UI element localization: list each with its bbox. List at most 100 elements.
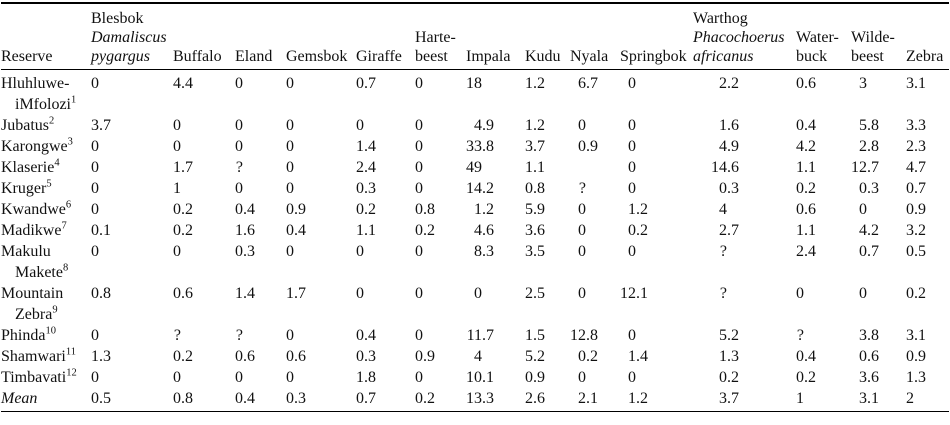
value-cell-hartebeest: 0 <box>415 117 423 134</box>
value-cell-impala: 13.3 <box>466 390 494 407</box>
column-species-name: Phacochoerus africanus <box>693 29 785 65</box>
value-cell-wildebeest: 3 <box>859 75 867 92</box>
column-header-reserve: Reserve <box>1 3 91 70</box>
value-cell-blesbok: 0 <box>91 138 99 155</box>
value-cell-buffalo: 0 <box>173 138 181 155</box>
table-row: Timbavati12 0 0 0 0 1.8 0 10.1 0.9 0 0 0.2 0.2 3.6 1.3 <box>1 367 949 388</box>
value-cell-giraffe: 0.3 <box>356 348 376 365</box>
value-cell-giraffe: 0.2 <box>356 201 376 218</box>
value-cell-impala: 14.2 <box>466 180 494 197</box>
reserve-name: Makulu Makete8 <box>1 243 69 281</box>
value-cell-springbok: 1.4 <box>628 348 648 365</box>
value-cell-nyala: 0 <box>578 117 586 134</box>
value-cell-nyala: 0 <box>578 201 586 218</box>
value-cell-hartebeest: 0 <box>415 327 423 344</box>
value-cell-hartebeest: 0.8 <box>415 201 435 218</box>
reserve-footnote-marker: 2 <box>49 115 55 127</box>
value-cell-wildebeest: 0 <box>859 201 867 218</box>
column-label: Warthog <box>693 10 748 27</box>
value-cell-waterbuck: 0.2 <box>796 180 816 197</box>
value-cell-impala: 4 <box>474 348 482 365</box>
value-cell-eland: 0 <box>235 75 243 92</box>
reserve-name: Mountain Zebra9 <box>1 285 64 323</box>
value-cell-hartebeest: 0 <box>415 159 423 176</box>
value-cell-hartebeest: 0 <box>415 75 423 92</box>
value-cell-impala: 11.7 <box>466 327 494 344</box>
value-cell-eland: 0.4 <box>235 201 255 218</box>
value-cell-eland: ? <box>235 159 243 176</box>
column-label: Blesbok <box>91 10 144 27</box>
value-cell-giraffe: 1.4 <box>356 138 376 155</box>
value-cell-springbok: 12.1 <box>620 285 648 302</box>
value-cell-zebra: 1.3 <box>906 369 926 386</box>
reserve-name: Karongwe3 <box>1 136 73 155</box>
value-cell-blesbok: 0 <box>91 75 99 92</box>
reserve-name: Klaserie4 <box>1 157 60 176</box>
value-cell-zebra: 0.7 <box>906 180 926 197</box>
value-cell-giraffe: 0.7 <box>356 390 376 407</box>
value-cell-zebra: 3.2 <box>906 222 926 239</box>
value-cell-springbok: 0 <box>628 180 636 197</box>
reserve-name: Kruger5 <box>1 178 52 197</box>
value-cell-blesbok: 0 <box>91 159 99 176</box>
value-cell-buffalo: 0.2 <box>173 201 193 218</box>
value-cell-waterbuck: 4.2 <box>796 138 816 155</box>
column-label: Harte-beest <box>415 29 456 65</box>
value-cell-gemsbok: 0 <box>286 117 294 134</box>
value-cell-hartebeest: 0.9 <box>415 348 435 365</box>
reserve-name: Mean <box>1 390 38 407</box>
table-row: Klaserie4 0 1.7? 0 2.4 0 49 1.1 0 14.6 1.1 12.7 4.7 <box>1 157 949 178</box>
column-label: Springbok <box>620 48 687 65</box>
value-cell-kudu: 0.9 <box>525 369 545 386</box>
value-cell-waterbuck: 1.1 <box>796 159 816 176</box>
value-cell-warthog: 1.6 <box>719 117 739 134</box>
value-cell-zebra: 0.5 <box>906 243 926 260</box>
reserve-footnote-marker: 12 <box>66 367 77 379</box>
value-cell-giraffe: 1.1 <box>356 222 376 239</box>
column-label: Gemsbok <box>286 48 348 65</box>
reserve-footnote-marker: 3 <box>67 136 73 148</box>
value-cell-kudu: 1.1 <box>525 159 545 176</box>
reserve-name: Timbavati12 <box>1 367 77 386</box>
value-cell-buffalo: 0.2 <box>173 348 193 365</box>
value-cell-buffalo: 4.4 <box>173 75 193 92</box>
value-cell-blesbok: 3.7 <box>91 117 111 134</box>
value-cell-impala: 4.6 <box>474 222 494 239</box>
value-cell-wildebeest: 2.8 <box>859 138 879 155</box>
value-cell-gemsbok: 0.6 <box>286 348 306 365</box>
value-cell-giraffe: 0 <box>356 117 364 134</box>
value-cell-kudu: 3.5 <box>525 243 545 260</box>
reserve-name: Phinda10 <box>1 325 56 344</box>
value-cell-impala: 8.3 <box>474 243 494 260</box>
column-label: Nyala <box>570 48 609 65</box>
value-cell-waterbuck: 1.1 <box>796 222 816 239</box>
value-cell-impala: 49 <box>466 159 482 176</box>
value-cell-eland: 0.6 <box>235 348 255 365</box>
column-header-nyala: Nyala <box>570 3 620 70</box>
column-label: Eland <box>235 48 273 65</box>
value-cell-springbok: 0 <box>628 159 636 176</box>
value-cell-waterbuck: 0.4 <box>796 117 816 134</box>
value-cell-waterbuck: 0.2 <box>796 369 816 386</box>
value-cell-kudu: 3.6 <box>525 222 545 239</box>
value-cell-zebra: 0.9 <box>906 348 926 365</box>
value-cell-zebra: 3.1 <box>906 75 926 92</box>
value-cell-zebra: 2.3 <box>906 138 926 155</box>
value-cell-kudu: 1.5 <box>525 327 545 344</box>
value-cell-hartebeest: 0 <box>415 285 423 302</box>
value-cell-nyala: 12.8 <box>570 327 598 344</box>
value-cell-wildebeest: 3.6 <box>859 369 879 386</box>
column-label: Wilde-beest <box>851 29 895 65</box>
reserve-footnote-marker: 10 <box>45 325 56 337</box>
value-cell-eland: 0.3 <box>235 243 255 260</box>
value-cell-buffalo: 1.7 <box>173 159 193 176</box>
value-cell-buffalo: 0.8 <box>173 390 193 407</box>
column-label: Kudu <box>525 48 561 65</box>
value-cell-wildebeest: 0.7 <box>859 243 879 260</box>
value-cell-nyala: 0 <box>578 222 586 239</box>
value-cell-wildebeest: 0.6 <box>859 348 879 365</box>
value-cell-gemsbok: 0 <box>286 327 294 344</box>
value-cell-springbok: 0.2 <box>628 222 648 239</box>
value-cell-hartebeest: 0 <box>415 180 423 197</box>
table-row: Karongwe3 0 0 0 0 1.4 0 33.8 3.7 0.9 0 4.9 4.2 2.8 2.3 <box>1 136 949 157</box>
